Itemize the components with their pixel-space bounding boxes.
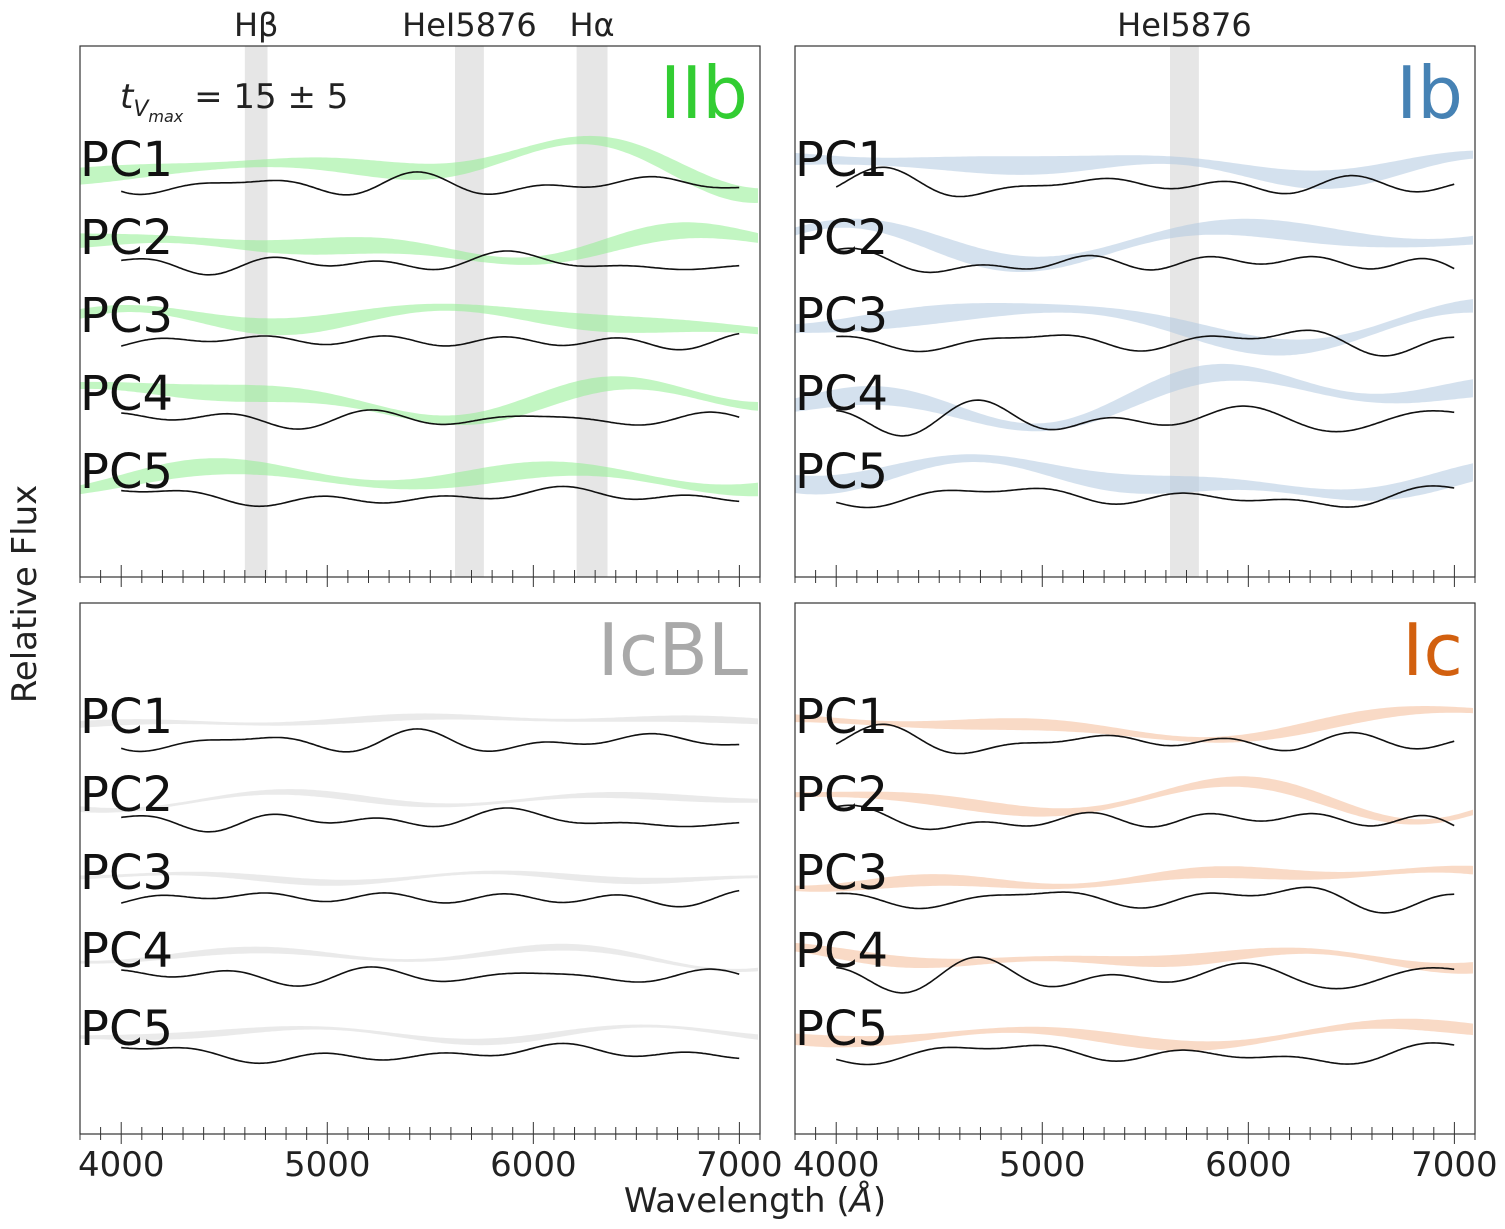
series-label-pc2: PC2: [795, 210, 888, 266]
series-label-pc4: PC4: [80, 923, 173, 979]
panel-frame: [794, 602, 1476, 1135]
panel-title: IcBL: [598, 608, 748, 692]
panel-IIb: Hβ HeI5876 Hα PC1 PC2 PC3 PC4 PC5 IIb tVmax = 15 …: [79, 6, 761, 587]
band-pc3: [80, 303, 758, 336]
band-pc1: [80, 135, 758, 203]
line-marker-label: Hα: [569, 6, 614, 44]
band-pc4: [795, 363, 1473, 432]
pc-line-pc2: [836, 247, 1455, 274]
band-pc5: [795, 454, 1473, 501]
panel-IcBL: PC1 PC2 PC3 PC4 PC5 4000 5000 6000 7000 IcBL: [78, 602, 783, 1185]
band-pc5: [80, 458, 758, 497]
series-label-pc3: PC3: [795, 845, 888, 901]
pc-line-pc3: [836, 329, 1455, 357]
band-pc3: [795, 299, 1473, 356]
band-pc4: [80, 376, 758, 425]
series-label-pc5: PC5: [80, 1001, 173, 1057]
x-axis-label: Wavelength (Å): [624, 1180, 886, 1221]
band-pc3: [80, 870, 758, 886]
pc-line-pc4: [836, 399, 1455, 437]
band-pc4: [795, 942, 1473, 974]
band-pc1: [80, 713, 758, 728]
line-region-1: [244, 46, 268, 577]
band-pc2: [795, 776, 1473, 825]
time-annotation: tVmax = 15 ± 5: [120, 77, 348, 126]
panel-title: Ib: [1396, 51, 1463, 135]
panel-title: Ic: [1402, 608, 1463, 692]
line-marker-label: HeI5876: [1117, 6, 1252, 44]
line-region-1: [1170, 46, 1199, 577]
x-tick-label: 4000: [78, 1145, 165, 1185]
band-pc3: [795, 865, 1473, 892]
series-label-pc5: PC5: [795, 1001, 888, 1057]
band-pc5: [795, 1018, 1473, 1051]
series-label-pc2: PC2: [80, 767, 173, 823]
x-tick-label: 5000: [284, 1145, 371, 1185]
band-pc2: [80, 222, 758, 265]
series-label-pc3: PC3: [80, 288, 173, 344]
x-tick-label: 7000: [696, 1145, 783, 1185]
pc-line-pc2: [836, 804, 1455, 831]
pc-line-pc3: [836, 886, 1455, 914]
x-tick-label: 6000: [1205, 1145, 1292, 1185]
pc-line-pc4: [836, 956, 1455, 994]
pc-line-pc1: [835, 723, 1455, 755]
pc-line-pc2: [121, 250, 740, 276]
panel-Ic: PC1 PC2 PC3 PC4 PC5 4000 5000 6000 7000 Ic: [793, 602, 1498, 1185]
panel-title: IIb: [660, 51, 748, 135]
pc-line-pc5: [121, 485, 740, 508]
series-label-pc2: PC2: [795, 767, 888, 823]
panel-frame: [79, 45, 761, 578]
pc-line-pc4: [121, 966, 740, 987]
pc-line-pc1: [120, 171, 740, 196]
x-tick-label: 7000: [1411, 1145, 1498, 1185]
pc-line-pc3: [120, 332, 740, 351]
pc-line-pc5: [121, 1042, 740, 1065]
panel-frame: [79, 602, 761, 1135]
x-tick-label: 4000: [793, 1145, 880, 1185]
pc-line-pc1: [835, 166, 1455, 198]
band-pc5: [80, 1024, 758, 1046]
line-marker-label: HeI5876: [402, 6, 537, 44]
x-tick-label: 6000: [490, 1145, 577, 1185]
line-region-3: [576, 46, 608, 577]
series-label-pc1: PC1: [80, 689, 173, 745]
series-label-pc1: PC1: [795, 689, 888, 745]
series-label-pc4: PC4: [80, 366, 173, 422]
series-label-pc5: PC5: [795, 444, 888, 500]
series-label-pc4: PC4: [795, 366, 888, 422]
band-pc2: [795, 218, 1473, 272]
line-marker-label: Hβ: [234, 6, 278, 44]
band-pc1: [795, 706, 1473, 743]
series-label-pc3: PC3: [795, 288, 888, 344]
panel-frame: [794, 45, 1476, 578]
band-pc2: [80, 789, 758, 813]
y-axis-label: Relative Flux: [5, 485, 45, 704]
band-pc1: [795, 150, 1473, 189]
pc-line-pc4: [121, 409, 740, 430]
series-label-pc1: PC1: [80, 132, 173, 188]
series-label-pc5: PC5: [80, 444, 173, 500]
pc-line-pc5: [836, 485, 1455, 509]
series-label-pc2: PC2: [80, 210, 173, 266]
panel-Ib: HeI5876 PC1 PC2 PC3 PC4 PC5 Ib: [794, 6, 1476, 587]
x-tick-label: 5000: [999, 1145, 1086, 1185]
pc-line-pc3: [120, 889, 740, 908]
series-label-pc4: PC4: [795, 923, 888, 979]
pc-line-pc2: [121, 807, 740, 833]
pc-line-pc5: [836, 1042, 1455, 1066]
series-label-pc1: PC1: [795, 132, 888, 188]
pc-line-pc1: [120, 728, 740, 753]
band-pc4: [80, 943, 758, 972]
series-label-pc3: PC3: [80, 845, 173, 901]
